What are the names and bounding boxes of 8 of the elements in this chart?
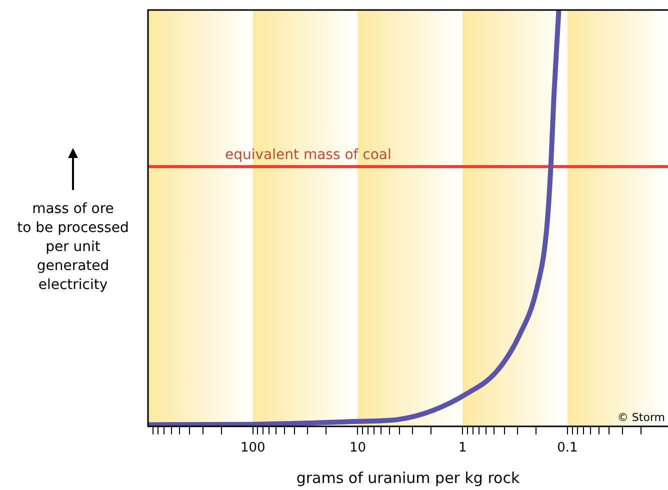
y-axis-title: mass of ore to be processed per unit generated electricity (16, 200, 130, 295)
ref-line-label: equivalent mass of coal (225, 147, 392, 164)
x-tick-label: 10 (349, 440, 366, 456)
x-tick-label: 100 (240, 440, 266, 456)
x-tick-label: 1 (458, 440, 467, 456)
x-axis-title: grams of uranium per kg rock (296, 468, 520, 487)
x-tick-label: 0.1 (557, 440, 578, 456)
annotation: © Storm (617, 410, 665, 424)
